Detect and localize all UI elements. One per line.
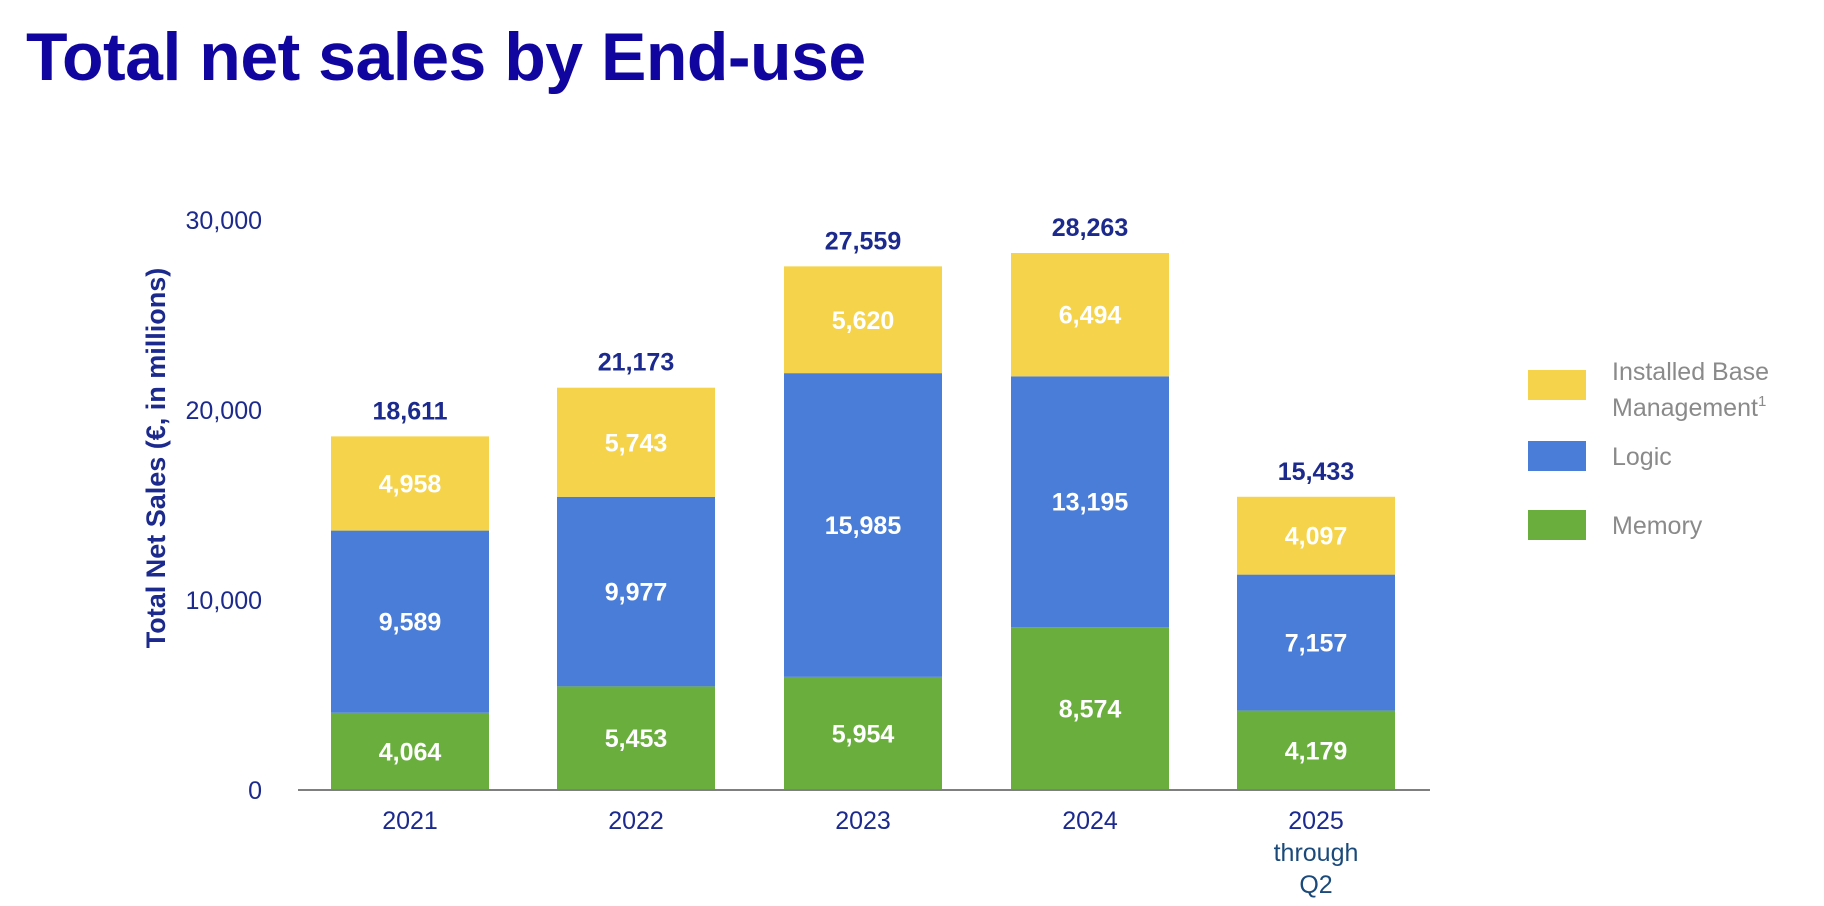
bar-segment-logic-2024 <box>1011 376 1169 628</box>
legend-label-installed-base-management-1: Management1 <box>1612 393 1766 422</box>
bar-segment-installed-base-management-2022 <box>557 387 715 497</box>
legend-label-text: Management <box>1612 394 1758 422</box>
x-axis: 2021 2022 2023 2024 2025 through Q2 <box>298 789 1430 899</box>
bar-segment-memory-2021 <box>331 712 489 790</box>
legend-label-text: Memory <box>1612 512 1703 540</box>
bar-segment-logic-2021 <box>331 530 489 713</box>
legend-swatch-memory <box>1528 510 1586 540</box>
x-tick-sublabel-2025-0: through <box>1274 839 1359 867</box>
page-title: Total net sales by End-use <box>26 19 866 95</box>
bar-segment-memory-2024 <box>1011 627 1169 790</box>
segment-value-label-installed-base-management-2024: 6,494 <box>1059 302 1122 330</box>
legend-label-logic-0: Logic <box>1612 443 1672 471</box>
bar-segment-memory-2023 <box>784 676 942 790</box>
bar-segment-installed-base-management-2025 <box>1237 496 1395 575</box>
segment-value-label-logic-2021: 9,589 <box>379 609 442 637</box>
bars-group: 4,064 9,589 4,958 18,611 5,453 9,977 5,743 21,1… <box>331 214 1395 790</box>
legend-label-memory-0: Memory <box>1612 512 1703 540</box>
bar-segment-memory-2025 <box>1237 710 1395 790</box>
segment-value-label-memory-2024: 8,574 <box>1059 696 1122 724</box>
legend-item-logic: Logic <box>1528 441 1672 471</box>
x-tick-label-2021: 2021 <box>382 807 438 835</box>
legend-label-text: Installed Base <box>1612 358 1769 386</box>
segment-value-label-memory-2021: 4,064 <box>379 738 442 766</box>
x-tick-label-2025: 2025 <box>1288 807 1344 835</box>
y-axis: 0 10,000 20,000 30,000 Total Net Sales (€, i… <box>141 207 262 805</box>
legend-label-text: Logic <box>1612 443 1672 471</box>
legend-swatch-installed-base-management <box>1528 370 1586 400</box>
bar-column-2023: 5,954 15,985 5,620 27,559 <box>784 227 942 790</box>
x-tick-label-2022: 2022 <box>608 807 664 835</box>
x-tick-label-2024: 2024 <box>1062 807 1118 835</box>
total-label-2023: 27,559 <box>825 227 901 255</box>
segment-value-label-installed-base-management-2025: 4,097 <box>1285 523 1348 551</box>
x-tick-sublabel-2025-1: Q2 <box>1299 871 1332 899</box>
total-label-2022: 21,173 <box>598 349 674 377</box>
total-label-2021: 18,611 <box>372 397 447 425</box>
bar-segment-logic-2023 <box>784 373 942 677</box>
bar-column-2025: 4,179 7,157 4,097 15,433 <box>1237 458 1395 790</box>
legend-label-installed-base-management-0: Installed Base <box>1612 358 1769 386</box>
bar-segment-installed-base-management-2021 <box>331 436 489 531</box>
bar-column-2022: 5,453 9,977 5,743 21,173 <box>557 349 715 790</box>
legend-footnote-marker: 1 <box>1758 393 1766 410</box>
legend-item-memory: Memory <box>1528 510 1703 540</box>
bar-segment-logic-2025 <box>1237 574 1395 711</box>
y-tick-label-1: 10,000 <box>186 587 262 615</box>
segment-value-label-logic-2025: 7,157 <box>1285 630 1348 658</box>
segment-value-label-installed-base-management-2022: 5,743 <box>605 429 668 457</box>
x-tick-label-2023: 2023 <box>835 807 891 835</box>
y-tick-label-3: 30,000 <box>186 207 262 235</box>
segment-value-label-memory-2023: 5,954 <box>832 720 895 748</box>
segment-value-label-logic-2023: 15,985 <box>825 512 902 540</box>
segment-value-label-memory-2025: 4,179 <box>1285 737 1348 765</box>
legend-item-installed-base-management: Installed Base Management1 <box>1528 358 1769 422</box>
bar-segment-memory-2022 <box>557 686 715 790</box>
y-tick-label-2: 20,000 <box>186 397 262 425</box>
segment-value-label-logic-2024: 13,195 <box>1052 489 1129 517</box>
segment-value-label-logic-2022: 9,977 <box>605 579 668 607</box>
segment-value-label-installed-base-management-2023: 5,620 <box>832 307 895 335</box>
bar-segment-logic-2022 <box>557 496 715 687</box>
legend-swatch-logic <box>1528 441 1586 471</box>
y-axis-title: Total Net Sales (€, in millions) <box>141 268 171 649</box>
bar-segment-installed-base-management-2023 <box>784 266 942 374</box>
bar-column-2021: 4,064 9,589 4,958 18,611 <box>331 397 489 790</box>
total-label-2025: 15,433 <box>1278 458 1354 486</box>
bar-segment-installed-base-management-2024 <box>1011 253 1169 377</box>
y-tick-label-0: 0 <box>248 777 262 805</box>
total-label-2024: 28,263 <box>1052 214 1128 242</box>
segment-value-label-memory-2022: 5,453 <box>605 725 668 753</box>
legend: Installed Base Management1 Logic Memory <box>1528 358 1769 540</box>
bar-column-2024: 8,574 13,195 6,494 28,263 <box>1011 214 1169 790</box>
segment-value-label-installed-base-management-2021: 4,958 <box>379 470 442 498</box>
